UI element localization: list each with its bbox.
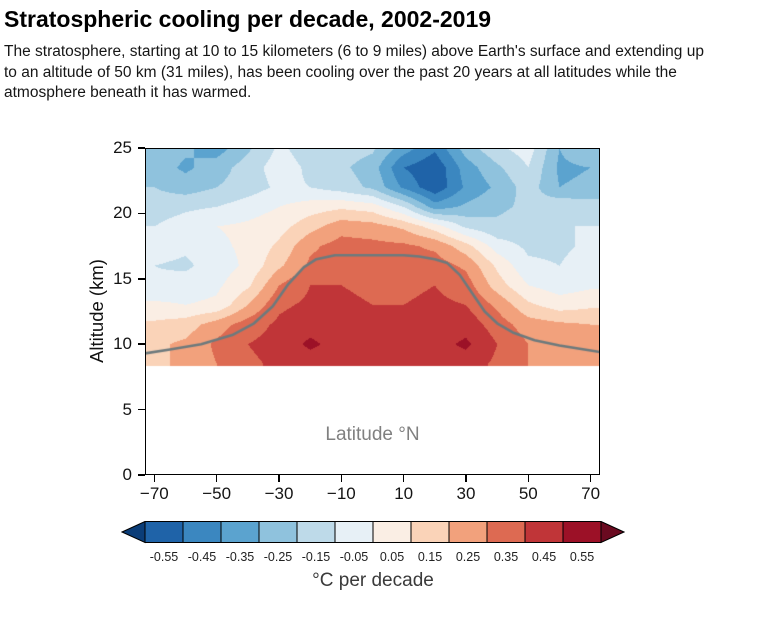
colorbar-segment [258,521,298,543]
y-tick-mark [138,408,145,411]
y-tick-mark [138,343,145,345]
colorbar-tick-label: -0.55 [150,550,179,564]
x-tick-mark [340,475,343,482]
x-tick-mark [465,475,467,482]
colorbar-under-arrow [120,520,146,544]
colorbar-tick-label: -0.15 [302,550,331,564]
colorbar-tick-label: 0.05 [380,550,404,564]
y-tick-label: 15 [113,268,132,288]
y-tick-mark [138,278,145,280]
colorbar-label: °C per decade [312,570,434,591]
y-tick-label: 5 [122,399,132,419]
colorbar-tick-label: 0.55 [570,550,594,564]
colorbar-tick-label: 0.45 [532,550,556,564]
colorbar-tick-label: -0.45 [188,550,217,564]
y-tick-mark [138,147,145,149]
colorbar-tick-label: -0.25 [264,550,293,564]
colorbar: -0.55 -0.45 -0.35 -0.25 -0.15 -0.05 0.05 0.15 0.… [120,520,626,574]
colorbar-segment [410,521,450,543]
colorbar-over-arrow [600,520,626,544]
x-tick-mark [153,475,156,482]
colorbar-tick-label: -0.05 [340,550,369,564]
colorbar-segment [486,521,526,543]
colorbar-svg: -0.55 -0.45 -0.35 -0.25 -0.15 -0.05 0.05 0.15 0.… [120,520,626,564]
x-tick-mark [215,475,218,482]
colorbar-segment [144,521,184,543]
x-tick-label: 30 [456,484,476,503]
colorbar-tick-label: 0.25 [456,550,480,564]
x-tick-label: −10 [326,484,356,503]
x-tick-label: 10 [394,484,414,503]
y-tick-mark [138,212,145,215]
chart-description: The stratosphere, starting at 10 to 15 k… [4,43,704,102]
colorbar-tick-label: 0.15 [418,550,442,564]
colorbar-tick-label: -0.35 [226,550,255,564]
x-tick-mark [402,475,405,482]
x-tick-mark [527,475,530,482]
plot-area: Latitude °N [145,148,600,475]
colorbar-segment [296,521,336,543]
y-tick-label: 0 [122,465,132,484]
x-tick-label: −30 [264,484,294,503]
colorbar-segment [562,521,602,543]
colorbar-segment [448,521,488,543]
contour-canvas [145,148,600,475]
colorbar-segment [220,521,260,543]
x-tick-label: 50 [518,484,538,503]
y-tick-mark [138,474,145,476]
x-tick-label: 70 [581,484,601,503]
x-tick-label: −70 [139,484,169,503]
x-tick-mark [278,475,280,482]
x-axis-label: Latitude °N [325,424,420,445]
y-tick-label: 10 [113,334,132,354]
y-tick-label: 25 [113,138,132,157]
chart-title: Stratospheric cooling per decade, 2002-2… [4,6,492,32]
colorbar-segment [372,521,412,543]
colorbar-tick-label: 0.35 [494,550,518,564]
y-tick-label: 20 [113,203,132,223]
colorbar-segment [334,521,374,543]
x-tick-label: −50 [202,484,232,503]
x-tick-mark [589,475,592,482]
colorbar-segment [182,521,222,543]
colorbar-segment [524,521,564,543]
